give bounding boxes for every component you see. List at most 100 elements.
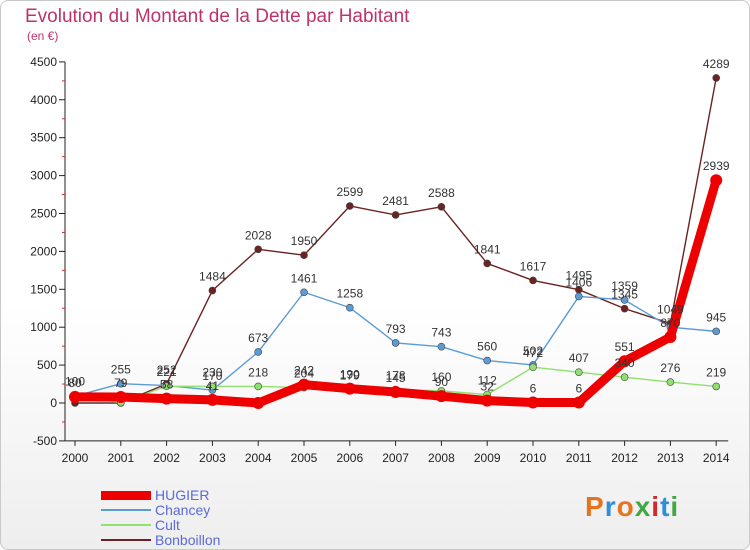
data-point bbox=[208, 286, 217, 295]
y-tick-label: 1500 bbox=[30, 282, 57, 296]
x-tick-label: 2000 bbox=[62, 451, 89, 465]
data-label: 1049 bbox=[657, 302, 684, 316]
data-point bbox=[345, 202, 354, 210]
data-point bbox=[666, 378, 675, 386]
data-point bbox=[389, 386, 402, 399]
logo-letter: i bbox=[670, 491, 680, 522]
data-point bbox=[69, 390, 81, 403]
data-point bbox=[574, 368, 583, 376]
logo-letter: x bbox=[634, 491, 652, 522]
y-tick-label: 0 bbox=[50, 396, 57, 410]
legend-swatch bbox=[101, 490, 151, 500]
data-point bbox=[117, 379, 125, 388]
data-label: 340 bbox=[615, 356, 635, 370]
data-label: 2599 bbox=[336, 185, 363, 199]
logo-letter: t bbox=[660, 491, 671, 522]
data-point bbox=[483, 259, 492, 268]
data-point bbox=[343, 382, 356, 395]
data-point bbox=[620, 296, 629, 304]
data-point bbox=[300, 251, 308, 259]
data-label: 1359 bbox=[611, 279, 638, 293]
data-point bbox=[345, 303, 354, 312]
y-tick-label: 2000 bbox=[30, 244, 57, 258]
data-label: 1461 bbox=[291, 271, 318, 285]
data-label: 252 bbox=[157, 363, 177, 377]
data-label: 6 bbox=[575, 382, 582, 396]
y-tick-label: 2500 bbox=[30, 207, 57, 221]
data-label: 221 bbox=[157, 365, 177, 379]
x-tick-label: 2014 bbox=[703, 451, 730, 465]
y-tick-label: 3000 bbox=[30, 169, 57, 183]
data-label: 32 bbox=[481, 380, 495, 394]
proxiti-logo: Proxiti bbox=[585, 491, 679, 523]
data-point bbox=[254, 382, 263, 391]
data-label: 1950 bbox=[291, 234, 318, 248]
logo-letter: o bbox=[616, 491, 635, 522]
data-label: 58 bbox=[160, 378, 174, 392]
x-tick-label: 2008 bbox=[428, 451, 455, 465]
data-label: 218 bbox=[248, 365, 268, 379]
data-label: 673 bbox=[248, 331, 268, 345]
data-point bbox=[208, 382, 217, 391]
data-label: 41 bbox=[206, 379, 220, 393]
y-tick-label: 3500 bbox=[30, 131, 57, 145]
y-tick-label: -500 bbox=[33, 434, 57, 448]
data-point bbox=[162, 382, 171, 391]
data-label: 1841 bbox=[474, 242, 501, 256]
chart-title: Evolution du Montant de la Dette par Hab… bbox=[25, 6, 410, 27]
data-label: 100 bbox=[65, 374, 85, 388]
data-label: 190 bbox=[340, 368, 360, 382]
data-label: 2588 bbox=[428, 186, 455, 200]
data-point bbox=[529, 276, 537, 285]
data-label: 160 bbox=[431, 370, 451, 384]
y-tick-label: 4000 bbox=[30, 93, 57, 107]
data-point bbox=[114, 391, 127, 404]
x-tick-label: 2002 bbox=[153, 451, 180, 465]
data-point bbox=[620, 373, 629, 382]
data-label: 1617 bbox=[520, 259, 547, 273]
data-point bbox=[574, 292, 583, 301]
data-label: 2939 bbox=[703, 159, 730, 173]
data-label: 219 bbox=[706, 365, 726, 379]
logo-letter: r bbox=[604, 491, 617, 522]
data-point bbox=[437, 342, 446, 351]
data-label: 560 bbox=[477, 340, 497, 354]
legend-swatch bbox=[101, 509, 151, 511]
data-point bbox=[481, 394, 494, 407]
data-label: 242 bbox=[294, 364, 314, 378]
data-label: 145 bbox=[386, 371, 406, 385]
legend-swatch bbox=[101, 539, 151, 541]
x-tick-label: 2001 bbox=[107, 451, 134, 465]
data-label: 90 bbox=[435, 375, 449, 389]
data-point bbox=[254, 245, 263, 254]
x-tick-label: 2009 bbox=[474, 451, 501, 465]
x-tick-label: 2012 bbox=[611, 451, 638, 465]
data-point bbox=[437, 203, 446, 211]
data-label: 1495 bbox=[565, 269, 592, 283]
x-tick-label: 2004 bbox=[245, 451, 272, 465]
data-label: 743 bbox=[431, 326, 451, 340]
data-point bbox=[391, 211, 400, 219]
y-tick-label: 4500 bbox=[30, 55, 57, 69]
data-point bbox=[572, 396, 585, 409]
data-label: 945 bbox=[706, 310, 726, 324]
data-label: 2481 bbox=[382, 194, 409, 208]
logo-letter: i bbox=[651, 491, 661, 522]
legend-label: HUGIER bbox=[155, 487, 210, 503]
data-point bbox=[664, 331, 677, 344]
data-label: 204 bbox=[294, 367, 314, 381]
data-label: 4289 bbox=[703, 57, 730, 71]
data-label: 472 bbox=[523, 346, 543, 360]
data-label: 6 bbox=[530, 382, 537, 396]
legend-swatch bbox=[101, 524, 151, 526]
y-tick-label: 500 bbox=[37, 358, 57, 372]
data-label: 112 bbox=[478, 374, 497, 388]
x-tick-label: 2006 bbox=[336, 451, 363, 465]
data-point bbox=[710, 174, 723, 187]
x-tick-label: 2007 bbox=[382, 451, 409, 465]
data-point bbox=[206, 393, 219, 406]
data-label: 80 bbox=[68, 376, 82, 390]
data-point bbox=[160, 392, 173, 405]
